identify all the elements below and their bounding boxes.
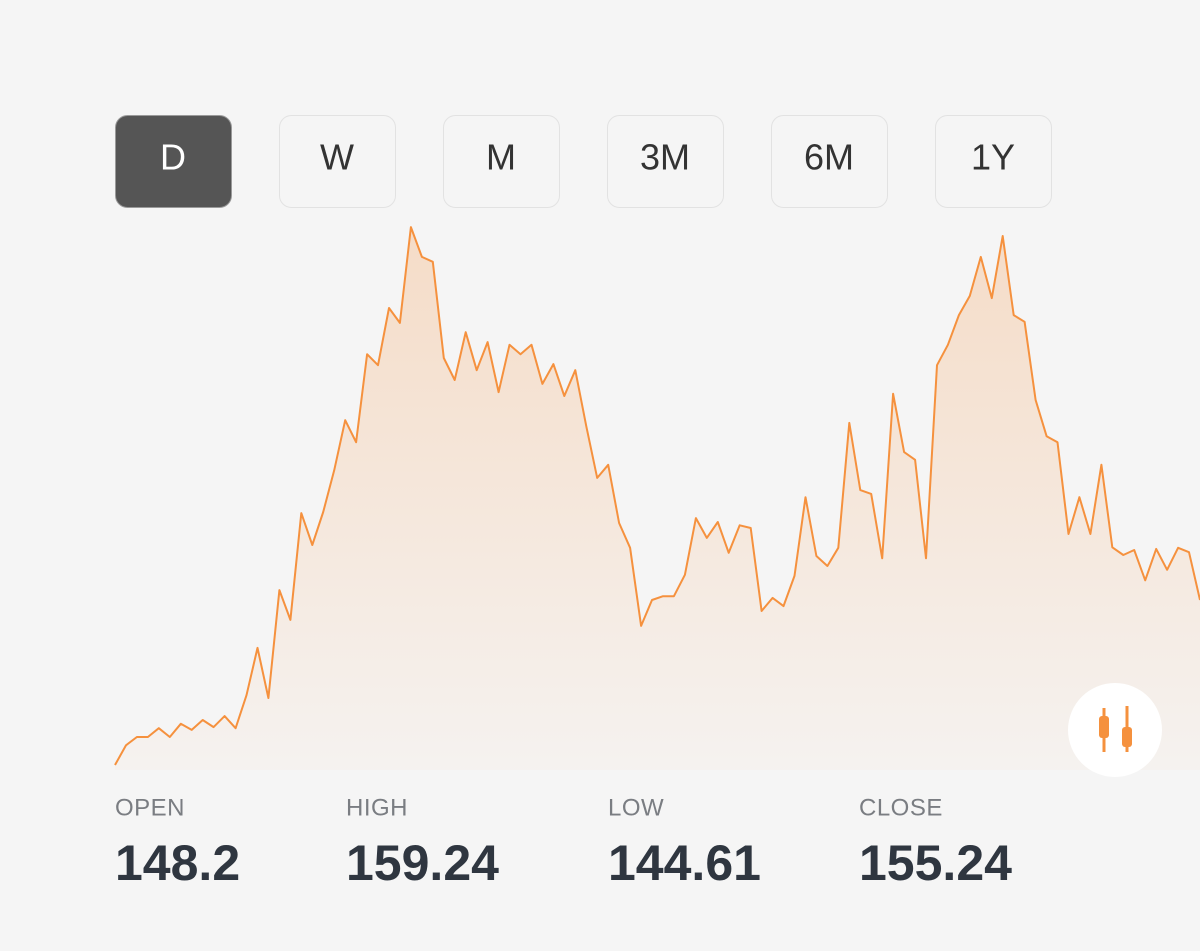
stat-label: CLOSE — [859, 794, 943, 821]
button-label[interactable]: M — [486, 137, 516, 178]
button-bg[interactable] — [115, 115, 232, 208]
stat-value: 144.61 — [608, 835, 761, 891]
candle-icon-body — [1099, 716, 1109, 738]
price-line — [114, 226, 1200, 766]
button-label[interactable]: 6M — [804, 137, 854, 178]
timeframe-button[interactable]: M — [443, 115, 560, 208]
button-label[interactable]: 3M — [640, 137, 690, 178]
stat-label: HIGH — [346, 794, 408, 821]
timeframe-button[interactable]: 6M — [771, 115, 888, 208]
stat-label: LOW — [608, 794, 664, 821]
button-bg[interactable] — [607, 115, 724, 208]
timeframe-button[interactable]: D — [115, 115, 232, 208]
button-bg[interactable] — [935, 115, 1052, 208]
candle-toggle[interactable] — [1068, 683, 1162, 777]
candle-icon-body — [1122, 727, 1132, 747]
timeframe-button[interactable]: 3M — [607, 115, 724, 208]
timeframe-button[interactable]: W — [279, 115, 396, 208]
price-area — [115, 227, 1200, 771]
button-label[interactable]: 1Y — [971, 137, 1015, 178]
timeframe-button[interactable]: 1Y — [935, 115, 1052, 208]
button-bg[interactable] — [443, 115, 560, 208]
button-label[interactable]: W — [320, 137, 354, 178]
stat-label: OPEN — [115, 794, 185, 821]
button-bg[interactable] — [279, 115, 396, 208]
stat-value: 159.24 — [346, 835, 499, 891]
stat-value: 148.2 — [115, 835, 240, 891]
button-label[interactable]: D — [160, 137, 186, 178]
stat-value: 155.24 — [859, 835, 1012, 891]
button-bg[interactable] — [771, 115, 888, 208]
candle-button[interactable] — [1068, 683, 1162, 777]
